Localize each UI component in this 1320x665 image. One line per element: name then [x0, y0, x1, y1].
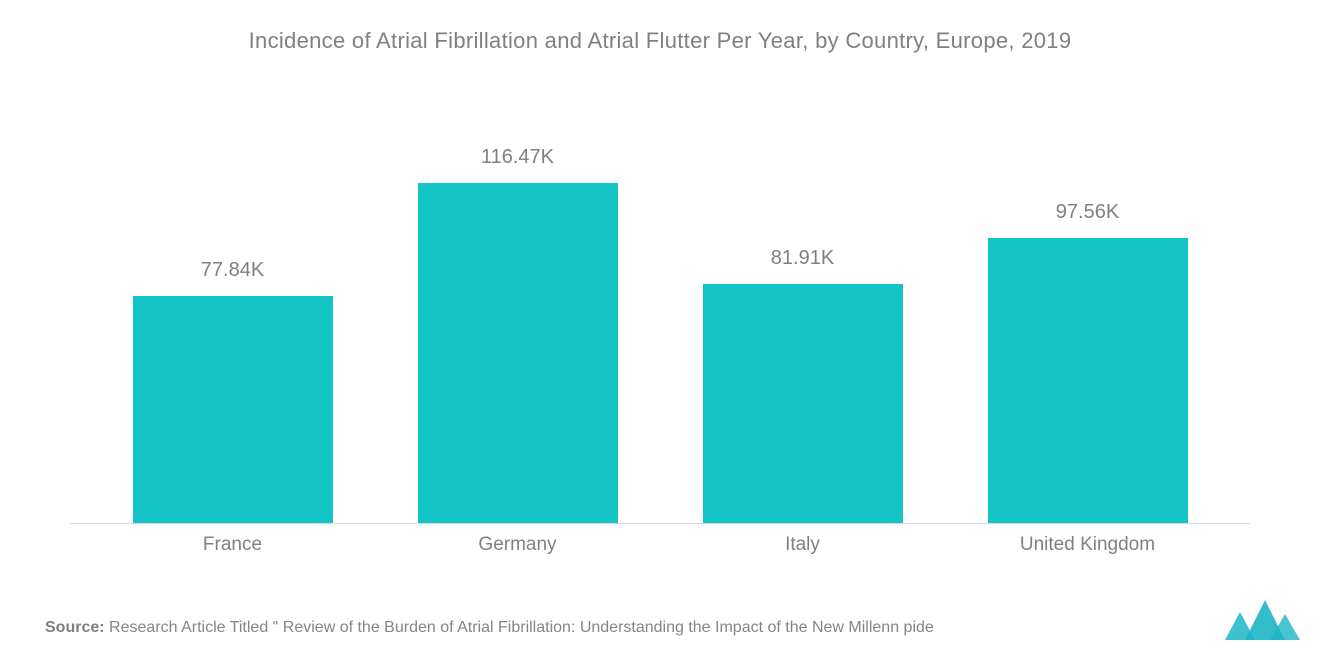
- bar-rect: [133, 296, 333, 523]
- source-citation: Source: Research Article Titled " Review…: [45, 619, 1270, 637]
- bar-value: 81.91K: [771, 247, 834, 270]
- bar-value: 116.47K: [481, 146, 554, 169]
- category-label: United Kingdom: [945, 534, 1230, 556]
- category-label: Italy: [660, 534, 945, 556]
- chart-plot-area: 77.84K 116.47K 81.91K 97.56K: [70, 104, 1250, 524]
- bar-item-uk: 97.56K: [945, 104, 1230, 523]
- labels-wrapper: France Germany Italy United Kingdom: [70, 524, 1250, 556]
- bar-item-germany: 116.47K: [375, 104, 660, 523]
- brand-logo: [1220, 592, 1310, 647]
- category-label: Germany: [375, 534, 660, 556]
- source-label: Source:: [45, 619, 105, 636]
- logo-icon: [1220, 592, 1310, 647]
- chart-title: Incidence of Atrial Fibrillation and Atr…: [30, 28, 1290, 54]
- bar-rect: [988, 238, 1188, 523]
- category-label: France: [90, 534, 375, 556]
- bar-rect: [703, 284, 903, 523]
- label-container: Italy: [660, 524, 945, 556]
- source-body: Research Article Titled " Review of the …: [109, 619, 934, 636]
- bar-item-italy: 81.91K: [660, 104, 945, 523]
- bar-value: 97.56K: [1056, 201, 1119, 224]
- chart-container: Incidence of Atrial Fibrillation and Atr…: [0, 0, 1320, 665]
- bars-wrapper: 77.84K 116.47K 81.91K 97.56K: [70, 104, 1250, 523]
- bar-item-france: 77.84K: [90, 104, 375, 523]
- bar-rect: [418, 183, 618, 523]
- label-container: United Kingdom: [945, 524, 1230, 556]
- label-container: France: [90, 524, 375, 556]
- bar-value: 77.84K: [201, 259, 264, 282]
- label-container: Germany: [375, 524, 660, 556]
